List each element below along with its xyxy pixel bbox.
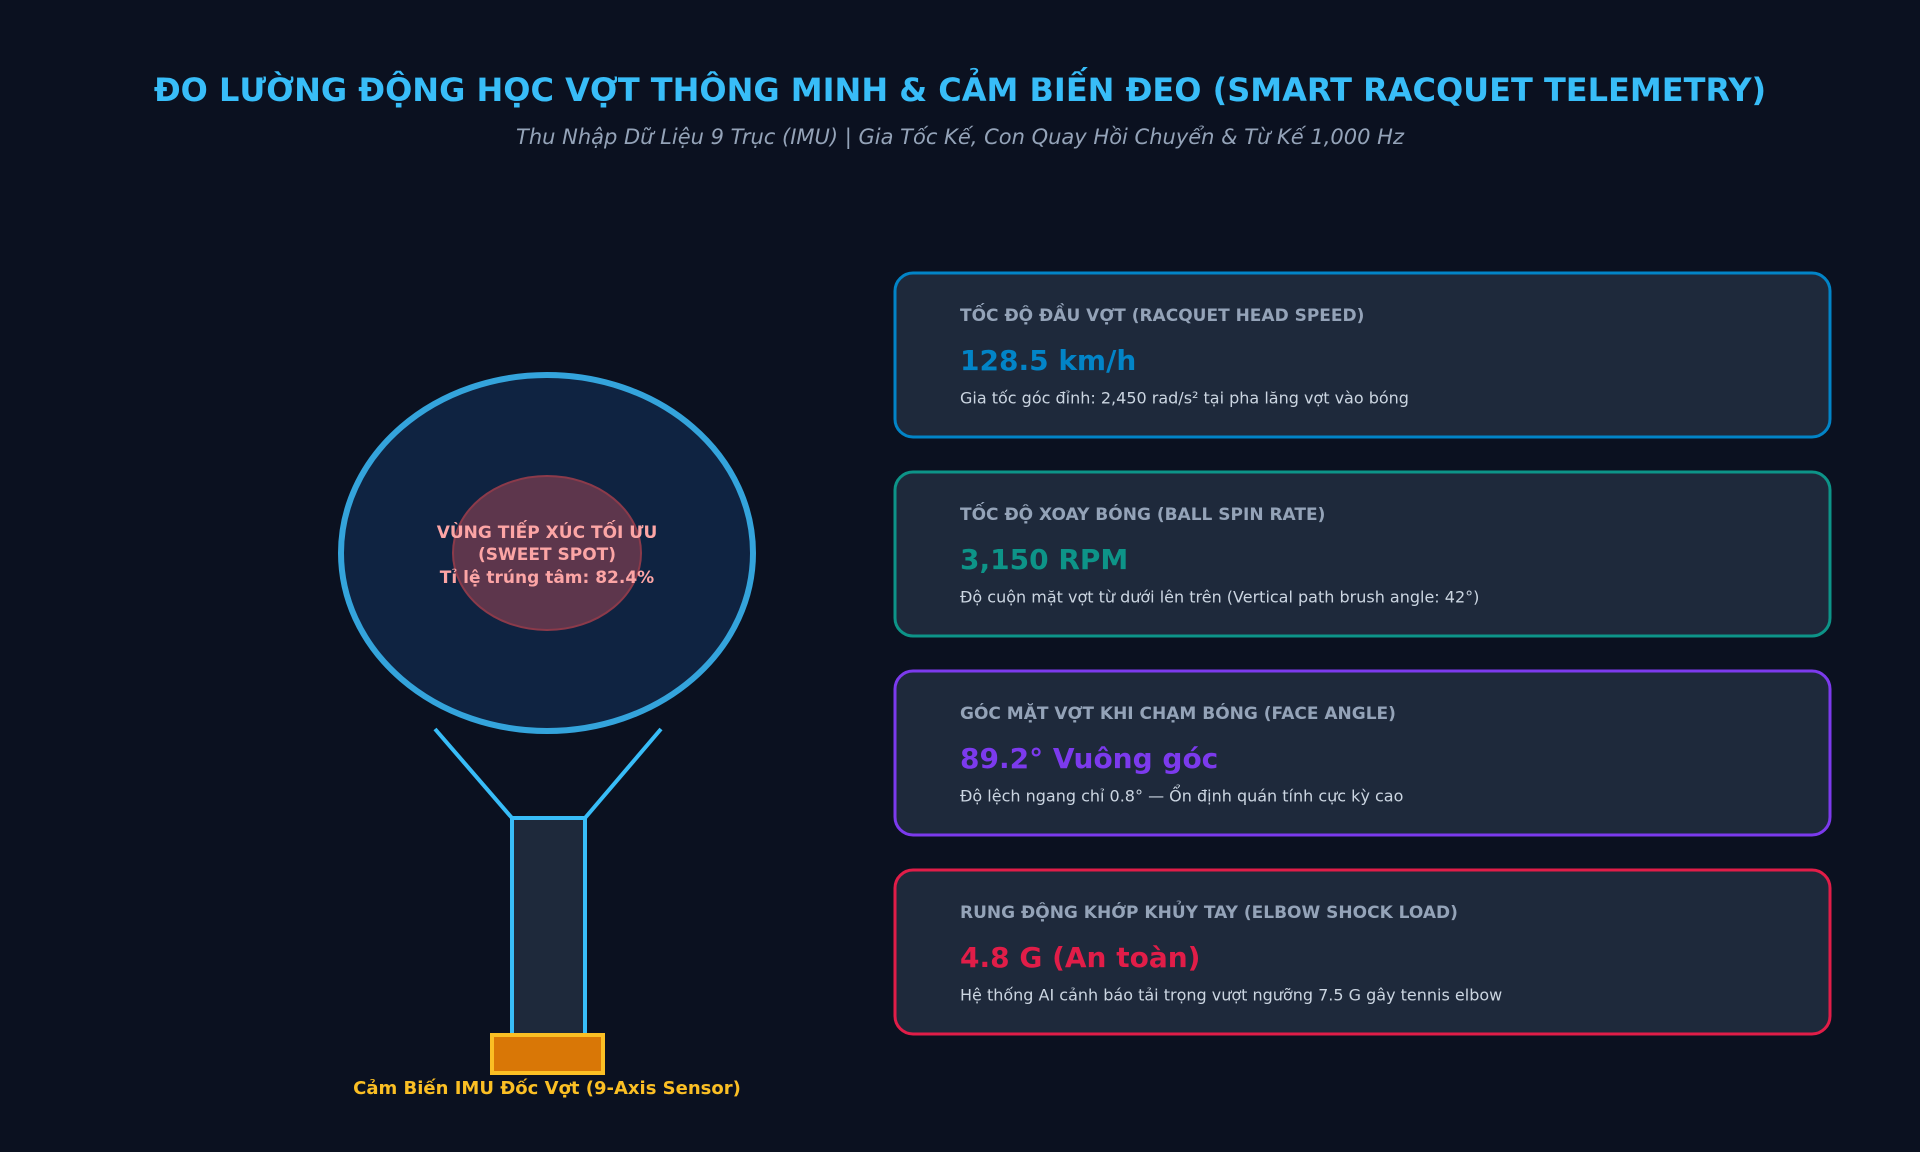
card-value: 3,150 RPM <box>960 543 1128 576</box>
card <box>893 271 1832 439</box>
cards: TỐC ĐỘ ĐẦU VỢT (RACQUET HEAD SPEED) 128.5… <box>893 271 1832 1036</box>
sensor-label: Cảm Biến IMU Đốc Vợt (9-Axis Sensor) <box>353 1078 741 1099</box>
card-note: Hệ thống AI cảnh báo tải trọng vượt ngưỡ… <box>960 986 1502 1005</box>
card-note: Độ lệch ngang chỉ 0.8° — Ổn định quán tí… <box>960 785 1403 806</box>
card-note: Gia tốc góc đỉnh: 2,450 rad/s² tại pha l… <box>960 389 1409 408</box>
card-value: 128.5 km/h <box>960 344 1136 377</box>
sweet-spot <box>452 475 642 631</box>
card <box>893 669 1832 837</box>
card-label: TỐC ĐỘ XOAY BÓNG (BALL SPIN RATE) <box>960 501 1325 525</box>
title: ĐO LƯỜNG ĐỘNG HỌC VỢT THÔNG MINH & CẢM B… <box>154 67 1766 109</box>
sensor <box>490 1033 605 1075</box>
subtitle: Thu Nhập Dữ Liệu 9 Trục (IMU) | Gia Tốc … <box>516 125 1405 150</box>
card-label: GÓC MẶT VỢT KHI CHẠM BÓNG (FACE ANGLE) <box>960 702 1396 724</box>
card-label: TỐC ĐỘ ĐẦU VỢT (RACQUET HEAD SPEED) <box>960 302 1364 326</box>
sweet-spot-rate: Tỉ lệ trúng tâm: 82.4% <box>440 568 654 588</box>
card-label: RUNG ĐỘNG KHỚP KHỦY TAY (ELBOW SHOCK LOA… <box>960 899 1458 923</box>
racquet: VÙNG TIẾP XÚC TỐI ƯU (SWEET SPOT) Tỉ lệ … <box>338 372 756 1099</box>
card <box>893 470 1832 638</box>
card-value: 4.8 G (An toàn) <box>960 941 1200 974</box>
throat <box>583 727 663 820</box>
handle <box>510 816 587 1037</box>
throat <box>433 727 514 820</box>
card-value: 89.2° Vuông góc <box>960 742 1218 775</box>
card <box>893 868 1832 1036</box>
sweet-spot-label: (SWEET SPOT) <box>478 545 616 565</box>
sweet-spot-label: VÙNG TIẾP XÚC TỐI ƯU <box>437 519 658 543</box>
card-note: Độ cuộn mặt vợt từ dưới lên trên (Vertic… <box>960 588 1479 607</box>
